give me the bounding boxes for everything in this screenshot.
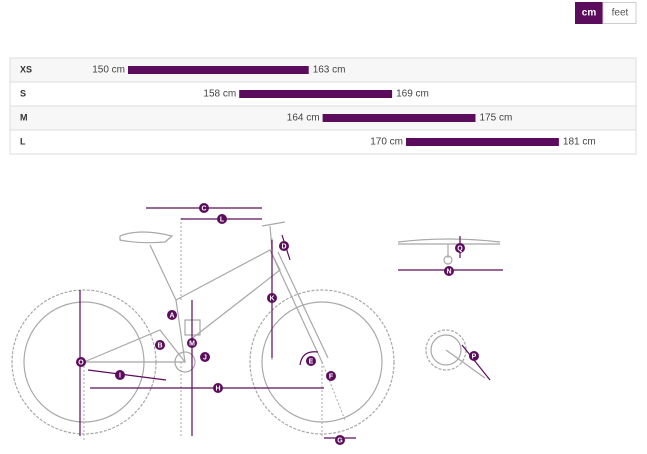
min-height-label: 158 cm xyxy=(203,89,236,100)
max-height-label: 175 cm xyxy=(480,113,513,124)
measure-marker xyxy=(213,383,223,393)
measure-label: E xyxy=(309,358,314,365)
measure-label: A xyxy=(169,312,174,319)
measure-label: P xyxy=(472,353,477,360)
measure-label: G xyxy=(337,437,343,444)
max-height-label: 163 cm xyxy=(313,65,346,76)
measure-marker xyxy=(217,214,227,224)
min-height-label: 170 cm xyxy=(370,137,403,148)
measure-label: C xyxy=(201,205,206,212)
measure-marker xyxy=(469,351,479,361)
measure-label: H xyxy=(215,385,220,392)
measure-label: B xyxy=(157,342,162,349)
measure-label: N xyxy=(446,268,451,275)
min-height-label: 150 cm xyxy=(92,65,125,76)
size-label: XS xyxy=(20,64,32,74)
measure-marker xyxy=(187,338,197,348)
measure-marker xyxy=(444,266,454,276)
measure-marker xyxy=(335,435,345,445)
measure-marker xyxy=(200,352,210,362)
measure-label: O xyxy=(78,359,84,366)
measure-marker xyxy=(155,340,165,350)
unit-label[interactable]: cm xyxy=(582,8,597,19)
size-label: S xyxy=(20,88,26,98)
min-height-label: 164 cm xyxy=(287,113,320,124)
unit-label[interactable]: feet xyxy=(612,8,629,19)
max-height-label: 169 cm xyxy=(396,89,429,100)
max-height-label: 181 cm xyxy=(563,137,596,148)
measure-label: K xyxy=(269,295,274,302)
measure-marker xyxy=(326,371,336,381)
measure-marker xyxy=(306,356,316,366)
measure-label: D xyxy=(281,243,286,250)
unit-button-active[interactable] xyxy=(575,2,603,24)
measure-label: L xyxy=(220,216,225,223)
height-range-bar xyxy=(406,138,559,146)
measure-marker xyxy=(167,310,177,320)
measure-label: Q xyxy=(457,245,463,252)
height-range-bar xyxy=(322,114,476,122)
measure-marker xyxy=(267,293,277,303)
measure-marker xyxy=(279,241,289,251)
unit-button[interactable] xyxy=(602,2,637,24)
measure-label: M xyxy=(189,340,195,347)
measure-marker xyxy=(76,357,86,367)
measure-marker xyxy=(115,370,125,380)
bike-diagram: C L D A B M J K E F O I H G Q N P xyxy=(11,203,503,445)
measure-label: I xyxy=(119,372,121,379)
measure-label: F xyxy=(329,373,334,380)
measure-label: J xyxy=(203,354,207,361)
size-label: L xyxy=(20,136,26,146)
height-range-bar xyxy=(128,66,309,74)
size-label: M xyxy=(20,112,28,122)
height-range-bar xyxy=(239,90,393,98)
measure-marker xyxy=(455,243,465,253)
measure-marker xyxy=(199,203,209,213)
